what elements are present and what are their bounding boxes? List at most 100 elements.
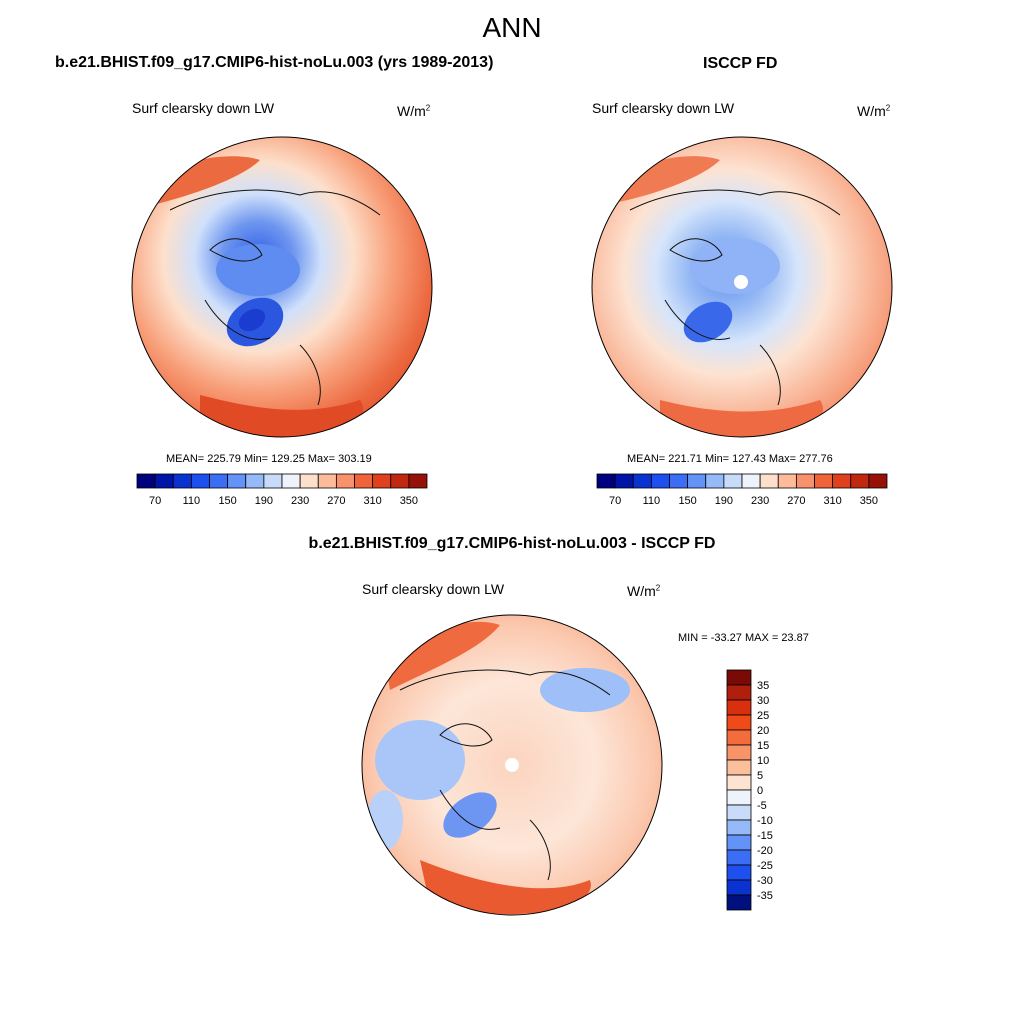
colorbar-swatch [726,699,752,716]
colorbar-tick-label: -35 [757,890,773,902]
panel-2-stats: MEAN= 221.71 Min= 127.43 Max= 277.76 [627,453,833,465]
map-field [600,156,720,205]
missing-data-pole [505,758,519,772]
colorbar-swatch [795,473,815,489]
colorbar-tick-label: 310 [363,495,381,507]
colorbar-panel-1: 70 110 150 190 230 270 310 350 [136,473,428,507]
colorbar-tick-label: 150 [218,495,236,507]
map-panel-3 [361,614,663,916]
coastline [299,344,321,406]
panel-3-stats: MIN = -33.27 MAX = 23.87 [678,632,809,644]
panel-2-variable: Surf clearsky down LW [592,100,735,116]
colorbar-swatch [245,473,265,489]
colorbar-tick-label: 25 [757,710,769,722]
colorbar-tick-label: 5 [757,770,763,782]
colorbar-swatch [687,473,707,489]
colorbar-swatch [726,894,752,911]
map-border [131,136,433,438]
colorbar-panel-2: 70 110 150 190 230 270 310 350 [596,473,888,507]
colorbar-swatch [669,473,689,489]
colorbar-tick-label: 15 [757,740,769,752]
colorbar-swatch [209,473,229,489]
coastline [439,723,493,747]
coastline [759,344,781,406]
colorbar-swatch [726,849,752,866]
coastline [204,299,271,340]
coastline [439,789,501,830]
colorbar-tick-label: 150 [678,495,696,507]
coastline [169,189,381,216]
map-field [238,308,266,332]
map-field [540,668,630,712]
colorbar-swatch [632,473,652,489]
coastline [664,299,731,340]
coastline [669,238,723,262]
colorbar-swatch [726,669,752,686]
colorbar-swatch [281,473,301,489]
panel-1-variable: Surf clearsky down LW [132,100,275,116]
colorbar-swatch [614,473,634,489]
colorbar-swatch [726,684,752,701]
map-field [690,238,780,294]
colorbar-swatch [299,473,319,489]
colorbar-swatch [832,473,852,489]
colorbar-tick-label: -30 [757,875,773,887]
colorbar-swatch [354,473,374,489]
coastline [399,669,611,696]
colorbar-swatch [850,473,870,489]
panel-2-units: W/m2 [857,103,891,119]
colorbar-swatch [777,473,797,489]
panel-3-title: b.e21.BHIST.f09_g17.CMIP6-hist-noLu.003 … [308,535,716,552]
colorbar-swatch [726,879,752,896]
colorbar-swatch [726,864,752,881]
map-border [361,614,663,916]
colorbar-tick-label: 10 [757,755,769,767]
colorbar-swatch [372,473,392,489]
figure-title: ANN [482,12,542,43]
colorbar-tick-label: 310 [823,495,841,507]
colorbar-swatch [726,804,752,821]
colorbar-swatch [726,744,752,761]
colorbar-tick-label: -15 [757,830,773,842]
colorbar-tick-label: 70 [149,495,161,507]
colorbar-tick-label: 270 [787,495,805,507]
colorbar-swatch [263,473,283,489]
colorbar-tick-label: -20 [757,845,773,857]
colorbar-swatch [723,473,743,489]
panel-1-title: b.e21.BHIST.f09_g17.CMIP6-hist-noLu.003 … [55,54,494,71]
colorbar-swatch [726,774,752,791]
colorbar-swatch [726,834,752,851]
panel-1-units: W/m2 [397,103,431,119]
missing-data-pole [734,275,748,289]
colorbar-swatch [705,473,725,489]
colorbar-swatch [317,473,337,489]
colorbar-tick-label: 230 [291,495,309,507]
colorbar-swatch [726,789,752,806]
colorbar-swatch [759,473,779,489]
colorbar-tick-label: 230 [751,495,769,507]
map-panel-1 [131,136,433,438]
colorbar-swatch [650,473,670,489]
map-field [443,792,497,838]
colorbar-tick-label: 110 [183,495,201,507]
map-border [591,136,893,438]
panel-2-title: ISCCP FD [703,55,778,72]
map-field [216,244,300,296]
colorbar-tick-label: 70 [609,495,621,507]
map-field [200,395,363,437]
colorbar-tick-label: -25 [757,860,773,872]
map-panel-2 [591,136,893,438]
colorbar-swatch [136,473,156,489]
map-field [385,621,500,690]
colorbar-swatch [227,473,247,489]
colorbar-swatch [154,473,174,489]
panel-3-variable: Surf clearsky down LW [362,581,505,597]
map-field [375,720,465,800]
panel-1-stats: MEAN= 225.79 Min= 129.25 Max= 303.19 [166,453,372,465]
colorbar-swatch [814,473,834,489]
colorbar-tick-label: 0 [757,785,763,797]
colorbar-swatch [172,473,192,489]
colorbar-tick-label: 30 [757,695,769,707]
colorbar-panel-3: 35 30 25 20 15 10 5 0 -5 -10 -15 -20 -25 -30 -35 [726,669,773,911]
